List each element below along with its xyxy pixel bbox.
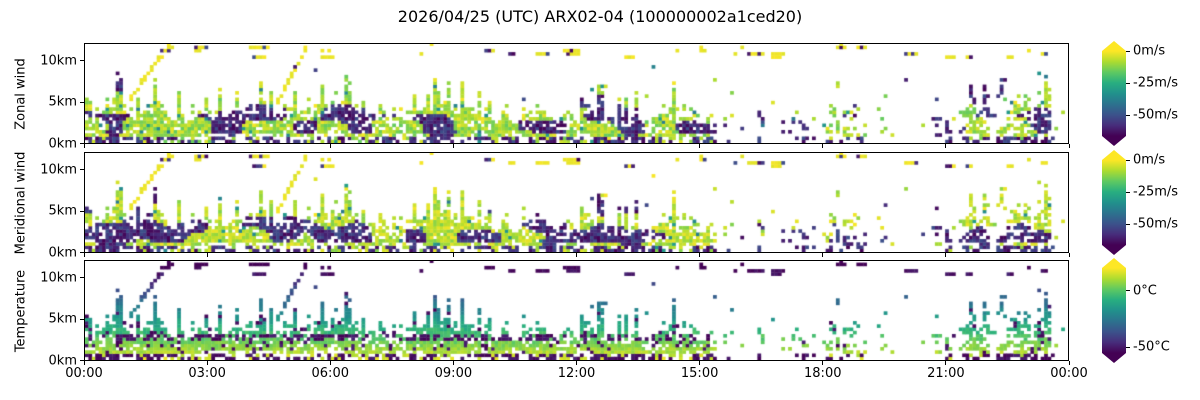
x-tick-mark: [576, 144, 577, 148]
y-tick-label: 5km: [48, 203, 77, 219]
x-tick-mark: [83, 144, 85, 148]
y-tick-mark: [80, 360, 84, 361]
x-tick-mark: [206, 144, 208, 148]
x-tick-label: 00:00: [1050, 366, 1088, 381]
x-tick-mark: [83, 361, 85, 365]
colorbar-tick-label: -25m/s: [1133, 75, 1179, 91]
x-tick-mark: [452, 253, 454, 257]
y-tick-mark: [80, 143, 84, 144]
colorbar-tick-mark: [1126, 50, 1130, 52]
y-tick-mark: [80, 169, 84, 171]
colorbar-gradient: [1102, 150, 1126, 255]
y-tick-label: 5km: [48, 94, 77, 110]
x-tick-label: 21:00: [927, 366, 965, 381]
x-tick-mark: [576, 361, 577, 365]
colorbar-gradient: [1102, 41, 1126, 146]
y-tick-label: 10km: [40, 53, 77, 69]
x-tick-mark: [329, 253, 331, 257]
x-tick-mark: [945, 253, 947, 257]
colorbar-tick-label: -25m/s: [1133, 184, 1179, 200]
colorbar-tick-label: -50m/s: [1133, 107, 1179, 123]
x-tick-mark: [945, 361, 947, 365]
x-tick-label: 00:00: [65, 366, 103, 381]
colorbar-tick-label: 0m/s: [1133, 43, 1166, 59]
x-tick-mark: [945, 144, 947, 148]
x-tick-label: 09:00: [434, 366, 473, 381]
colorbar-gradient: [1102, 258, 1126, 363]
colorbar-tick-mark: [1126, 159, 1130, 161]
x-tick-mark: [1068, 361, 1070, 365]
y-tick-label: 10km: [40, 162, 77, 178]
x-tick-mark: [206, 253, 208, 257]
y-tick-label: 10km: [40, 270, 77, 286]
panel-meridional-wind: [84, 152, 1069, 253]
colorbar-tick-label: 0°C: [1133, 283, 1157, 299]
x-tick-mark: [699, 144, 701, 148]
x-tick-mark: [452, 361, 454, 365]
y-tick-mark: [80, 101, 84, 103]
y-axis-label-zonal-wind: Zonal wind: [13, 57, 29, 130]
panel-zonal-wind: [84, 43, 1069, 144]
colorbar-temperature: [1102, 258, 1126, 363]
y-tick-label: 5km: [48, 311, 77, 327]
y-tick-mark: [80, 60, 84, 62]
x-tick-mark: [1068, 144, 1070, 148]
colorbar-tick-mark: [1126, 223, 1130, 225]
colorbar-zonal-wind: [1102, 41, 1126, 146]
heatmap-canvas-temperature: [85, 261, 1068, 360]
colorbar-tick-label: 0m/s: [1133, 152, 1166, 168]
x-tick-label: 06:00: [311, 366, 349, 381]
x-tick-mark: [822, 361, 824, 365]
y-tick-mark: [80, 252, 84, 253]
x-tick-mark: [1068, 253, 1070, 257]
heatmap-canvas-meridional-wind: [85, 153, 1068, 252]
x-tick-label: 12:00: [557, 366, 596, 381]
colorbar-tick-mark: [1126, 114, 1130, 116]
colorbar-tick-mark: [1126, 191, 1130, 193]
x-tick-mark: [822, 253, 824, 257]
x-tick-label: 15:00: [680, 366, 719, 381]
x-tick-mark: [822, 144, 824, 148]
colorbar-tick-mark: [1126, 290, 1130, 292]
heatmap-canvas-zonal-wind: [85, 44, 1068, 143]
x-tick-mark: [329, 361, 331, 365]
y-tick-label: 0km: [48, 353, 77, 368]
y-tick-label: 0km: [48, 136, 77, 151]
y-tick-mark: [80, 318, 84, 320]
y-tick-mark: [80, 277, 84, 279]
colorbar-tick-label: -50°C: [1133, 339, 1170, 355]
x-tick-mark: [452, 144, 454, 148]
colorbar-tick-mark: [1126, 346, 1130, 348]
x-tick-mark: [83, 253, 85, 257]
colorbar-meridional-wind: [1102, 150, 1126, 255]
x-tick-mark: [206, 361, 208, 365]
colorbar-tick-mark: [1126, 82, 1130, 84]
x-tick-label: 03:00: [188, 366, 226, 381]
x-tick-mark: [576, 253, 577, 257]
panel-temperature: [84, 260, 1069, 361]
y-tick-mark: [80, 210, 84, 212]
y-tick-label: 0km: [48, 245, 77, 260]
colorbar-tick-label: -50m/s: [1133, 216, 1179, 232]
plot-title: 2026/04/25 (UTC) ARX02-04 (100000002a1ce…: [397, 7, 803, 26]
x-tick-mark: [699, 361, 701, 365]
x-tick-label: 18:00: [804, 366, 842, 381]
x-tick-mark: [329, 144, 331, 148]
x-tick-mark: [699, 253, 701, 257]
